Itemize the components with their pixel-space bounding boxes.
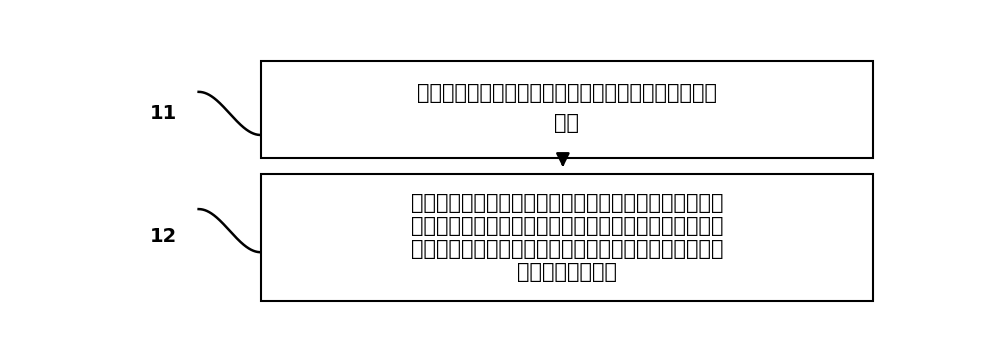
Text: 伏组件的缺陷类型: 伏组件的缺陷类型 [517, 262, 617, 282]
Text: 述性能衰减特性表示的衰减程度中的至少一种确定所述光: 述性能衰减特性表示的衰减程度中的至少一种确定所述光 [411, 239, 723, 259]
FancyBboxPatch shape [261, 174, 873, 301]
Text: 12: 12 [150, 226, 177, 246]
Text: 特性: 特性 [554, 113, 579, 133]
Text: 差异、所述绵缘电阵值与预定绵缘电阵值的比较结果或所: 差异、所述绵缘电阵值与预定绵缘电阵值的比较结果或所 [411, 216, 723, 236]
Text: 获取被测光伏组件的热量分布、绵缘电阵值和性能衰减: 获取被测光伏组件的热量分布、绵缘电阵值和性能衰减 [417, 83, 717, 103]
FancyBboxPatch shape [261, 61, 873, 158]
Text: 根据所述光伏电池的热量分布与正常光伏电池的热量分布: 根据所述光伏电池的热量分布与正常光伏电池的热量分布 [411, 193, 723, 213]
Text: 11: 11 [150, 104, 177, 123]
